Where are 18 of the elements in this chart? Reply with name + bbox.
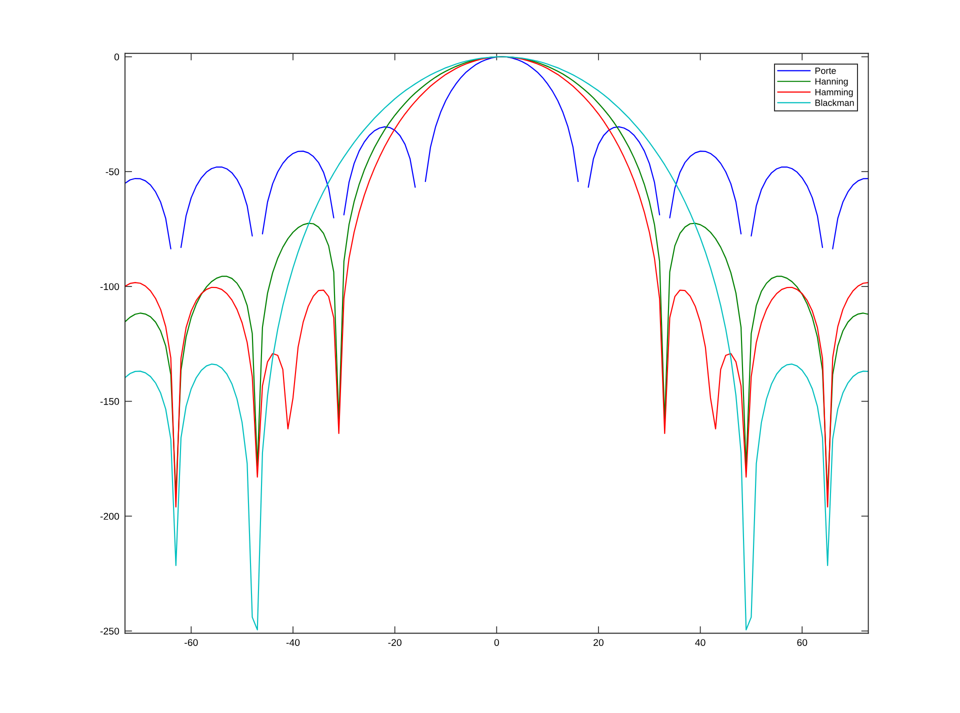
- legend-label: Hanning: [815, 78, 848, 86]
- y-tick-label: -250: [100, 628, 120, 635]
- y-tick-label: -100: [100, 283, 120, 290]
- x-tick-label: -20: [388, 639, 402, 646]
- y-tick-label: -50: [106, 168, 120, 176]
- line-series: [124, 56, 868, 630]
- legend-label: Hamming: [815, 88, 853, 98]
- legend-label: Blackman: [815, 99, 854, 106]
- x-tick-label: 60: [797, 639, 808, 646]
- x-tick-label: 20: [594, 639, 604, 646]
- y-tick-label: 0: [114, 54, 120, 60]
- legend-label: Porte: [815, 68, 836, 74]
- y-tick-label: -150: [100, 398, 120, 405]
- x-tick-label: 40: [695, 639, 706, 646]
- x-tick-label: 0: [494, 639, 499, 646]
- y-tick-label: -200: [100, 512, 120, 520]
- x-tick-label: -60: [184, 639, 198, 646]
- x-tick-label: -40: [286, 639, 300, 646]
